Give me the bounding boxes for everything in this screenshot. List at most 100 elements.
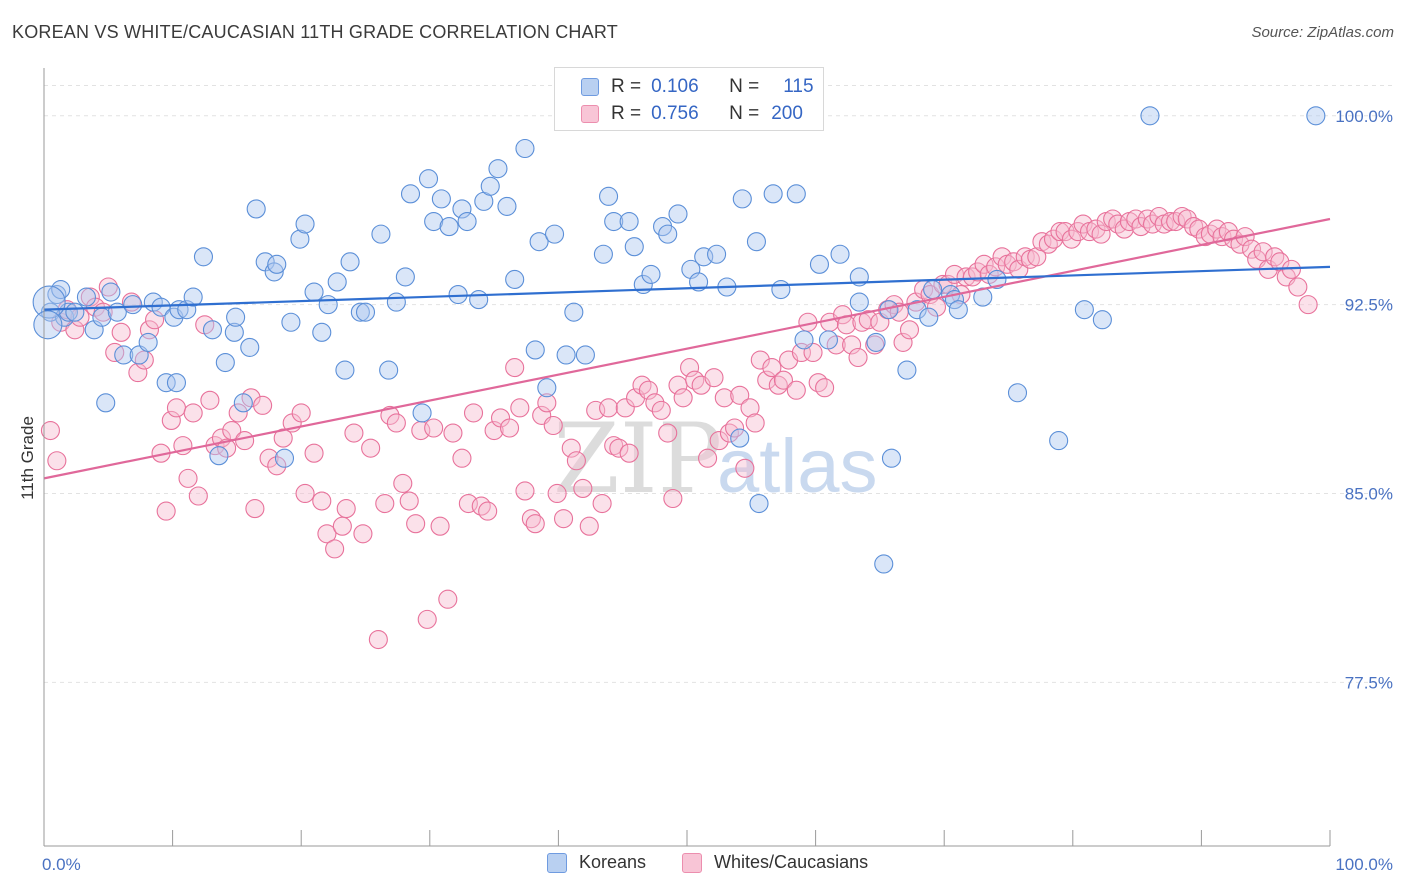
whites-point: [791, 342, 812, 363]
whites-point: [443, 423, 463, 443]
whites-point: [685, 370, 705, 390]
korean-point: [809, 254, 830, 274]
whites-point: [619, 443, 639, 463]
korean-point: [849, 292, 869, 312]
korean-point: [327, 272, 347, 292]
korean-point: [312, 322, 332, 342]
whites-point: [1027, 247, 1047, 267]
whites-point: [968, 262, 988, 282]
korean-point: [233, 393, 253, 413]
source-note: Source: ZipAtlas.com: [1251, 24, 1394, 41]
whites-point: [735, 458, 755, 478]
whites-point: [1073, 214, 1093, 234]
korean-point: [123, 295, 143, 315]
whites-point: [253, 395, 273, 415]
whites-point: [956, 267, 976, 287]
whites-point: [1166, 211, 1186, 232]
legend-item-koreans: Koreans: [547, 852, 646, 873]
koreans-n-value: 115: [783, 76, 814, 97]
korean-point: [183, 287, 203, 307]
korean-point: [599, 186, 619, 206]
koreans-legend-swatch: [547, 852, 567, 873]
whites-point: [368, 629, 388, 650]
korean-point: [335, 360, 355, 380]
whites-point: [673, 388, 693, 408]
whites-point: [1265, 247, 1285, 267]
y-tick-label: 92.5%: [1345, 296, 1393, 315]
korean-point: [371, 224, 391, 244]
watermark-atlas: atlas: [717, 424, 878, 509]
whites-point: [786, 380, 806, 400]
korean-point: [51, 279, 71, 300]
legend-r-label: R =: [611, 76, 642, 97]
whites-point: [1091, 224, 1111, 244]
korean-point: [304, 282, 324, 302]
korean-point: [604, 211, 624, 232]
whites-point: [561, 438, 581, 458]
whites-point: [267, 456, 287, 476]
korean-point: [529, 232, 549, 252]
korean-point: [874, 554, 894, 574]
korean-point: [209, 446, 229, 466]
whites-point: [380, 405, 400, 425]
whites-point: [47, 451, 67, 471]
whites-point: [375, 493, 395, 514]
whites-legend-label: Whites/Caucasians: [714, 852, 869, 872]
whites-point: [98, 277, 118, 297]
korean-point: [193, 247, 214, 267]
bottom-legend: Koreans Whites/Caucasians: [547, 852, 904, 873]
whites-point: [848, 347, 868, 368]
korean-point: [707, 244, 727, 264]
whites-point: [317, 524, 337, 544]
korean-point: [515, 138, 535, 159]
whites-point: [962, 267, 983, 287]
whites-point: [217, 438, 237, 458]
korean-point: [400, 184, 421, 204]
legend-n-label: N =: [729, 76, 760, 97]
legend: R = 0.106 N = 115 R = 0.756 N = 200: [554, 67, 824, 131]
korean-point: [771, 279, 791, 300]
korean-point: [290, 229, 310, 249]
korean-point: [395, 267, 415, 287]
whites-point: [719, 423, 739, 443]
whites-points: [40, 206, 1318, 650]
korean-point: [732, 189, 752, 209]
korean-point: [431, 189, 451, 209]
whites-point: [651, 400, 671, 420]
whites-point: [974, 254, 994, 274]
y-tick-label: 100.0%: [1335, 107, 1393, 126]
whites-point: [304, 443, 324, 463]
whites-point: [899, 320, 920, 340]
whites-point: [386, 413, 406, 433]
whites-point: [537, 393, 557, 413]
korean-point: [267, 254, 287, 274]
whites-point: [553, 509, 574, 529]
korean-point: [1074, 300, 1094, 320]
whites-point: [750, 350, 770, 370]
korean-point: [830, 244, 850, 264]
korean-point: [138, 332, 158, 352]
whites-r-value: 0.756: [651, 103, 699, 124]
korean-point: [786, 184, 806, 204]
korean-point: [281, 312, 301, 332]
whites-point: [609, 438, 629, 458]
korean-point: [318, 295, 338, 315]
korean-point: [948, 300, 968, 320]
korean-point: [505, 269, 525, 289]
whites-point: [406, 514, 426, 534]
korean-point: [457, 211, 477, 232]
whites-point: [1108, 214, 1128, 234]
whites-point: [773, 370, 794, 390]
whites-point: [757, 370, 777, 390]
whites-point: [638, 380, 658, 400]
korean-point: [412, 403, 432, 423]
whites-point: [521, 509, 541, 529]
whites-point: [592, 493, 612, 514]
korean-point: [658, 224, 678, 244]
whites-point: [573, 478, 593, 498]
korean-point: [907, 300, 927, 320]
whites-point: [200, 390, 220, 410]
whites-point: [599, 398, 619, 418]
korean-point: [340, 252, 360, 272]
